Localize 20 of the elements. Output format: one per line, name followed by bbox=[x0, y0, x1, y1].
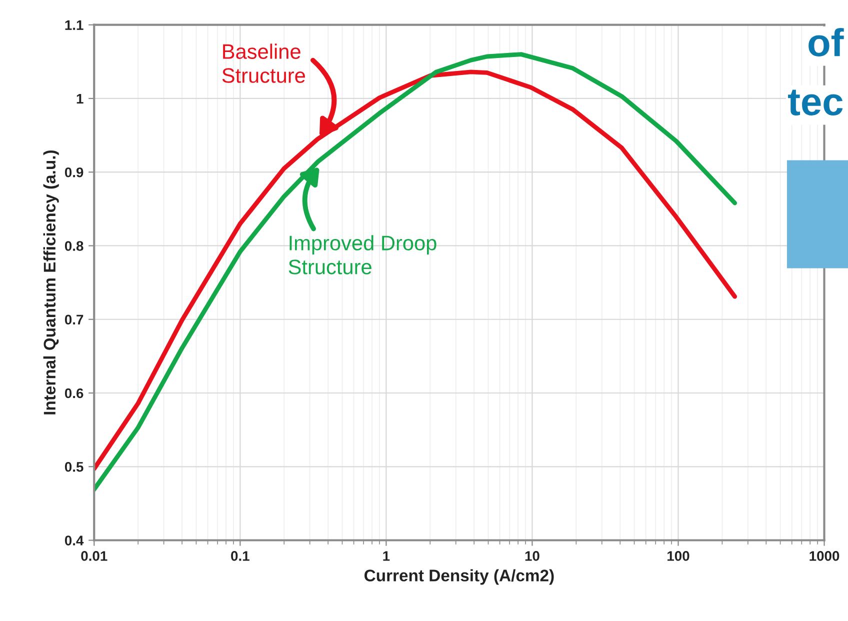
x-tick-label: 1 bbox=[383, 551, 390, 561]
y-tick-label: 0.9 bbox=[64, 167, 84, 178]
x-tick-label: 10 bbox=[525, 551, 540, 561]
y-tick-label: 0.7 bbox=[64, 314, 84, 325]
y-tick-label: 1.1 bbox=[65, 20, 84, 30]
y-tick-label: 1 bbox=[76, 94, 84, 104]
annotation: of bbox=[808, 28, 844, 57]
x-tick-label: 1000 bbox=[810, 551, 840, 561]
annotation: Improved Droop Structure bbox=[288, 235, 436, 274]
y-axis-title: Internal Quantum Efficiency (a.u.) bbox=[43, 150, 59, 414]
x-axis-title: Current Density (A/cm2) bbox=[364, 569, 554, 585]
x-tick-label: 100 bbox=[668, 551, 690, 561]
y-tick-label: 0.5 bbox=[64, 462, 84, 472]
x-tick-label: 0.01 bbox=[81, 551, 108, 561]
annotation: tec bbox=[788, 90, 843, 116]
y-tick-label: 0.8 bbox=[64, 241, 84, 251]
x-tick-label: 0.1 bbox=[231, 551, 250, 561]
y-tick-label: 0.4 bbox=[64, 536, 84, 546]
annotation: Baseline Structure bbox=[222, 44, 305, 83]
y-tick-label: 0.6 bbox=[64, 388, 84, 398]
